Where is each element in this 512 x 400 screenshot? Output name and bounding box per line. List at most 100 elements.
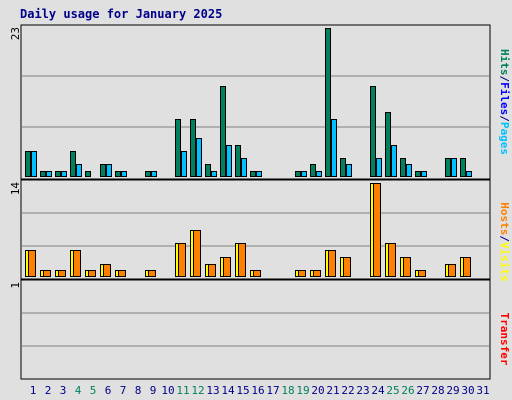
hosts-bar: [178, 243, 186, 277]
hosts-bar: [253, 270, 261, 277]
panel-frame: [20, 179, 491, 280]
x-tick-label: 14: [221, 384, 235, 397]
hits-bar: [85, 171, 91, 177]
panel-frame: [20, 24, 491, 180]
hits-bar: [220, 86, 226, 177]
hosts-bar: [193, 230, 201, 277]
pages-bar: [181, 151, 187, 177]
hits-bar: [40, 171, 46, 177]
hosts-bar: [388, 243, 396, 277]
x-tick-label: 28: [431, 384, 444, 397]
pages-bar: [226, 145, 232, 177]
x-tick-label: 15: [236, 384, 249, 397]
x-tick-label: 7: [120, 384, 127, 397]
hits-bar: [385, 112, 391, 177]
pages-bar: [466, 171, 472, 177]
hits-bar: [235, 145, 241, 177]
panel-frame: [20, 279, 491, 380]
x-tick-label: 24: [371, 384, 385, 397]
y-max-label: 1: [9, 282, 22, 289]
hits-bar: [205, 164, 211, 177]
legend-part: Visits: [498, 242, 511, 282]
x-tick-label: 12: [191, 384, 204, 397]
x-tick-label: 11: [176, 384, 189, 397]
pages-bar: [406, 164, 412, 177]
x-tick-label: 30: [461, 384, 474, 397]
x-tick-label: 22: [341, 384, 354, 397]
hits-bar: [370, 86, 376, 177]
pages-bar: [196, 138, 202, 177]
hits-bar: [340, 158, 346, 177]
legend-part: Pages: [498, 122, 511, 155]
hosts-bar: [118, 270, 126, 277]
pages-bar: [121, 171, 127, 177]
pages-bar: [76, 164, 82, 177]
hits-bar: [70, 151, 76, 177]
pages-bar: [31, 151, 37, 177]
hosts-bar: [448, 264, 456, 277]
pages-bar: [61, 171, 67, 177]
hits-bar: [310, 164, 316, 177]
pages-bar: [346, 164, 352, 177]
x-tick-label: 4: [75, 384, 82, 397]
x-tick-label: 9: [150, 384, 157, 397]
x-tick-label: 3: [60, 384, 67, 397]
hosts-bar: [343, 257, 351, 277]
pages-bar: [391, 145, 397, 177]
y-max-label: 23: [9, 27, 22, 40]
labels: 23Hits/Files/Pages14Hosts/Visits1Transfe…: [9, 27, 511, 397]
x-tick-label: 1: [30, 384, 37, 397]
pages-bar: [376, 158, 382, 177]
x-tick-label: 31: [476, 384, 489, 397]
hits-bar: [325, 28, 331, 177]
hosts-bar: [73, 250, 81, 277]
pages-bar: [106, 164, 112, 177]
x-tick-label: 6: [105, 384, 112, 397]
y-max-label: 14: [9, 182, 22, 196]
hosts-bar: [373, 183, 381, 277]
hits-bar: [175, 119, 181, 177]
side-legend: Hits/Files/Pages: [498, 49, 511, 155]
x-tick-label: 10: [161, 384, 174, 397]
pages-bar: [256, 171, 262, 177]
hosts-bar: [463, 257, 471, 277]
legend-part: /: [498, 76, 511, 83]
hits-bar: [190, 119, 196, 177]
hosts-bar: [103, 264, 111, 277]
hits-bar: [295, 171, 301, 177]
hosts-bar: [28, 250, 36, 277]
x-tick-label: 20: [311, 384, 324, 397]
axes: [20, 24, 491, 380]
legend-part: Hits: [498, 49, 511, 76]
hits-bar: [115, 171, 121, 177]
hits-bar: [460, 158, 466, 177]
legend-part: Files: [498, 82, 511, 115]
hosts-bar: [148, 270, 156, 277]
hits-bar: [250, 171, 256, 177]
hosts-bar: [43, 270, 51, 277]
x-tick-label: 16: [251, 384, 264, 397]
chart-title: Daily usage for January 2025: [20, 7, 223, 21]
hits-bar: [145, 171, 151, 177]
hosts-bar: [313, 270, 321, 277]
x-tick-label: 13: [206, 384, 219, 397]
side-legend: Hosts/Visits: [498, 202, 511, 282]
x-tick-label: 5: [90, 384, 97, 397]
legend-part: Transfer: [498, 313, 511, 366]
pages-bar: [421, 171, 427, 177]
hosts-bar: [238, 243, 246, 277]
pages-bar: [46, 171, 52, 177]
hits-bar: [400, 158, 406, 177]
legend-part: /: [498, 115, 511, 122]
pages-bar: [316, 171, 322, 177]
pages-bar: [241, 158, 247, 177]
pages-bar: [301, 171, 307, 177]
x-tick-label: 17: [266, 384, 279, 397]
hosts-bar: [208, 264, 216, 277]
hosts-bar: [403, 257, 411, 277]
hosts-bar: [328, 250, 336, 277]
pages-bar: [451, 158, 457, 177]
legend-part: /: [498, 235, 511, 242]
x-tick-label: 23: [356, 384, 369, 397]
